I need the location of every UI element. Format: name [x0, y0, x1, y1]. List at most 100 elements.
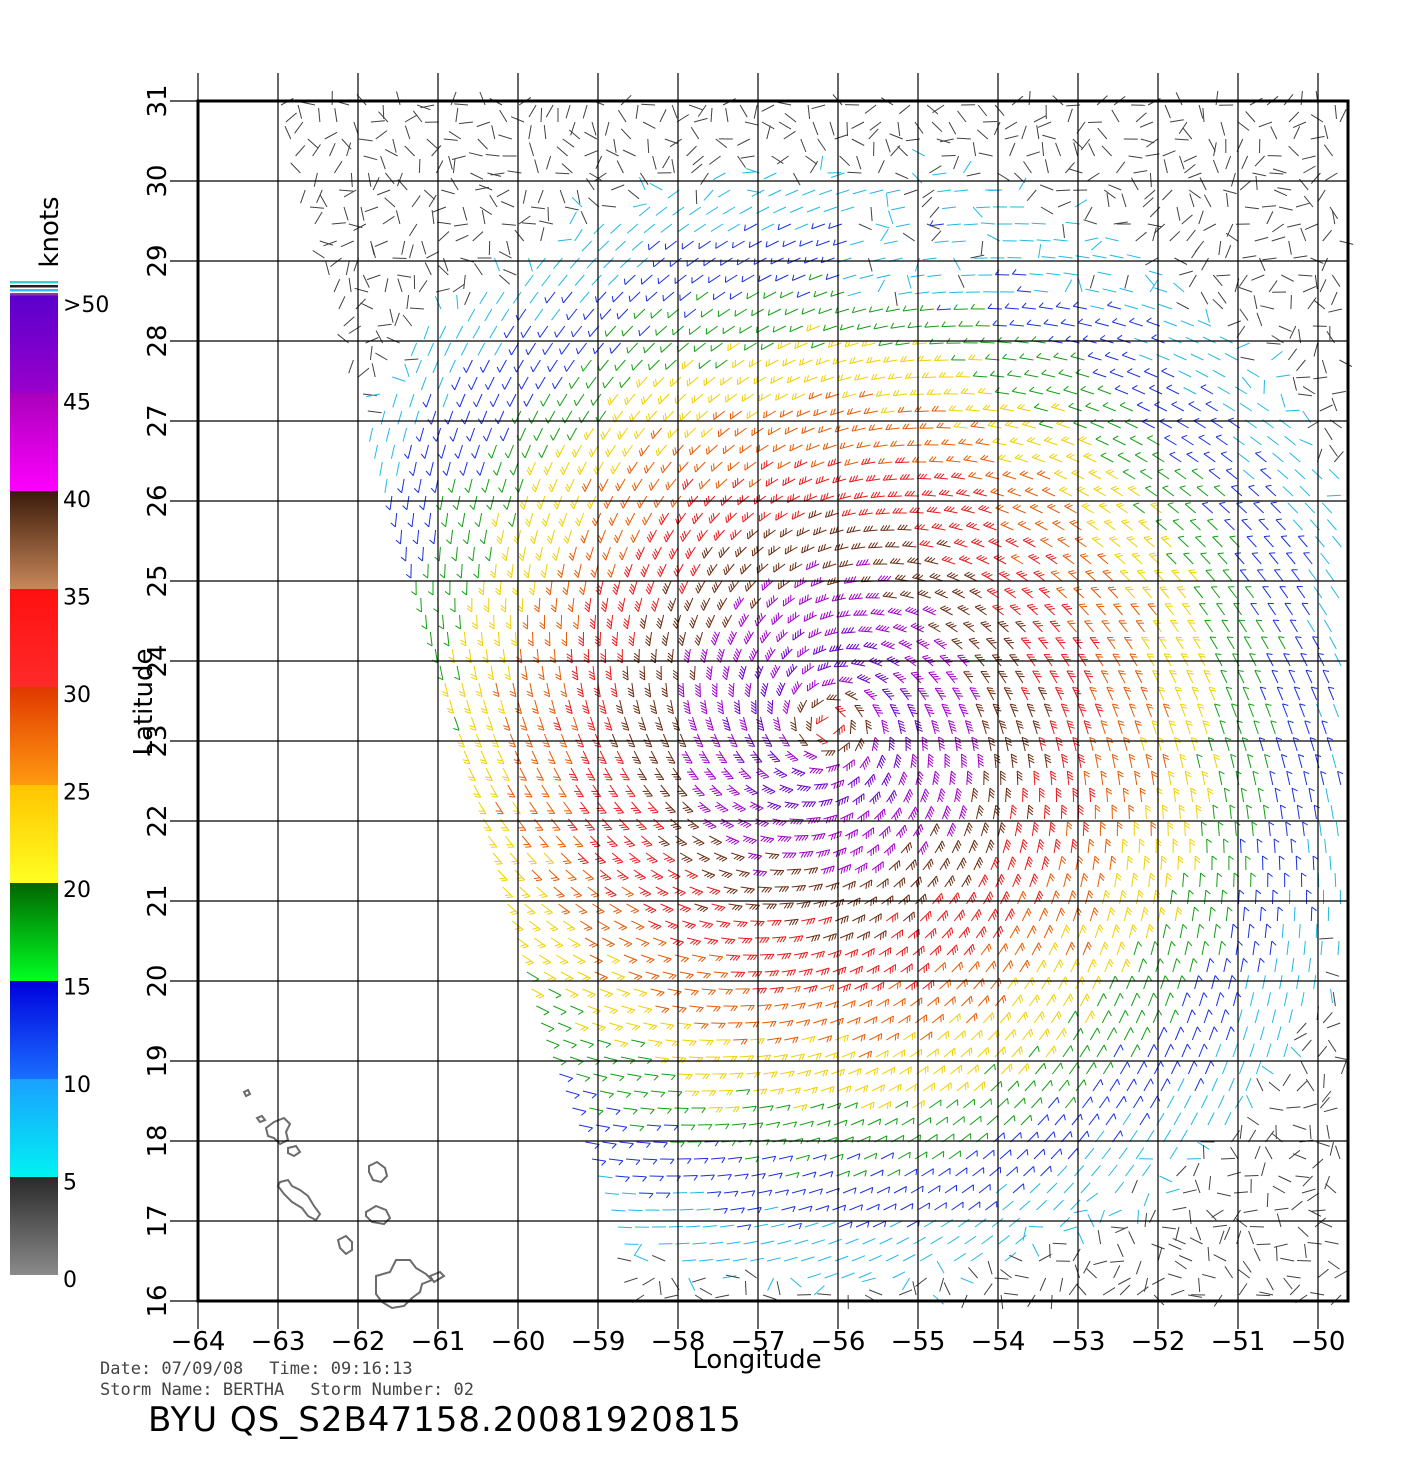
wind-barb: [928, 672, 939, 684]
wind-barb-flag: [963, 337, 968, 344]
wind-barb-flag: [986, 587, 993, 591]
wind-barb-flag: [701, 431, 703, 438]
wind-barb-flag: [851, 475, 856, 482]
wind-barb: [897, 121, 901, 136]
wind-barb: [1109, 254, 1124, 259]
wind-barb-flag: [1004, 574, 1010, 578]
wind-barb-flag: [648, 484, 652, 491]
wind-barb-flag: [1129, 435, 1136, 439]
wind-barb-flag: [588, 670, 595, 675]
wind-barb-flag: [618, 603, 623, 610]
wind-barb: [1097, 554, 1109, 565]
wind-barb-flag: [403, 453, 409, 459]
wind-barb: [301, 101, 316, 106]
wind-barb-flag: [520, 725, 527, 728]
wind-barb-flag: [873, 491, 878, 498]
wind-barb: [765, 478, 779, 487]
wind-barb: [489, 325, 498, 339]
wind-barb: [825, 512, 839, 518]
wind-barb: [404, 358, 419, 361]
wind-barb-flag: [894, 574, 900, 580]
wind-barb-flag: [964, 557, 971, 562]
wind-barb-flag: [645, 295, 648, 302]
wind-barb: [687, 699, 691, 714]
wind-barb-flag: [1156, 571, 1163, 574]
wind-barb-flag: [782, 708, 788, 715]
wind-barb-flag: [1050, 620, 1057, 623]
wind-barb-flag: [617, 710, 624, 715]
wind-barb-flag: [827, 629, 831, 635]
wind-barb-flag: [566, 762, 573, 765]
wind-barb: [659, 614, 665, 629]
wind-barb-flag: [1093, 486, 1100, 490]
wind-barb-flag: [656, 670, 662, 675]
wind-barb-flag: [776, 635, 778, 642]
wind-barb-flag: [548, 486, 553, 493]
wind-barb-flag: [808, 393, 811, 400]
wind-barb: [1083, 720, 1089, 735]
wind-barb: [1055, 637, 1065, 650]
wind-barb: [890, 562, 905, 565]
wind-barb-flag: [851, 425, 855, 432]
wind-barb: [905, 376, 920, 379]
wind-barb: [875, 223, 890, 229]
wind-barb-flag: [525, 349, 529, 355]
wind-barb-flag: [844, 677, 850, 683]
wind-barb-flag: [538, 673, 544, 678]
wind-barb: [557, 238, 572, 242]
wind-barb: [1238, 274, 1248, 287]
wind-barb: [761, 104, 775, 112]
wind-barb: [849, 719, 852, 735]
wind-barb: [851, 121, 865, 129]
wind-barb-flag: [760, 343, 763, 350]
wind-barb-flag: [1038, 587, 1046, 590]
wind-barb: [562, 461, 570, 475]
wind-barb-flag: [582, 707, 589, 712]
wind-barb-flag: [1317, 653, 1324, 655]
wind-barb-flag: [844, 391, 848, 398]
wind-barb: [832, 478, 847, 484]
wind-barb: [957, 274, 965, 288]
wind-barb: [519, 427, 527, 442]
wind-barb-flag: [1021, 574, 1028, 577]
wind-barb-flag: [447, 710, 454, 714]
wind-barb: [665, 682, 668, 697]
wind-barb: [1040, 184, 1054, 191]
wind-barb-flag: [1202, 720, 1209, 723]
wind-barb: [832, 597, 846, 602]
wind-barb: [314, 211, 323, 225]
wind-barb: [902, 232, 915, 242]
wind-barb: [792, 172, 801, 186]
wind-barb-flag: [1043, 436, 1050, 441]
wind-barb-flag: [732, 531, 735, 538]
wind-barb-flag: [1164, 653, 1171, 655]
wind-barb: [945, 623, 958, 633]
wind-barb: [425, 393, 432, 408]
wind-barb-flag: [482, 435, 488, 442]
wind-barb-flag: [556, 400, 561, 407]
wind-barb: [1257, 402, 1270, 412]
wind-barb: [555, 597, 558, 612]
wind-barb: [1271, 670, 1279, 684]
wind-barb: [1308, 569, 1318, 582]
wind-barb-flag: [930, 623, 937, 627]
wind-barb-flag: [1196, 485, 1203, 488]
wind-barb: [601, 308, 612, 320]
wind-barb: [354, 287, 369, 293]
wind-barb-flag: [660, 516, 664, 523]
wind-barb-flag: [990, 641, 997, 644]
wind-barb-flag: [851, 593, 856, 600]
wind-barb-flag: [1028, 540, 1035, 544]
wind-barb: [518, 478, 524, 493]
wind-barb-flag: [542, 742, 549, 745]
wind-barb: [820, 155, 824, 170]
wind-barb-flag: [838, 728, 841, 735]
wind-barb-flag: [1063, 385, 1069, 391]
wind-barb: [1241, 376, 1252, 389]
wind-barb: [852, 189, 867, 195]
wind-barb-flag: [589, 621, 596, 627]
wind-barb-flag: [655, 725, 662, 728]
wind-barb-flag: [897, 524, 902, 530]
wind-barb-flag: [907, 440, 912, 446]
wind-barb-flag: [1034, 454, 1041, 459]
